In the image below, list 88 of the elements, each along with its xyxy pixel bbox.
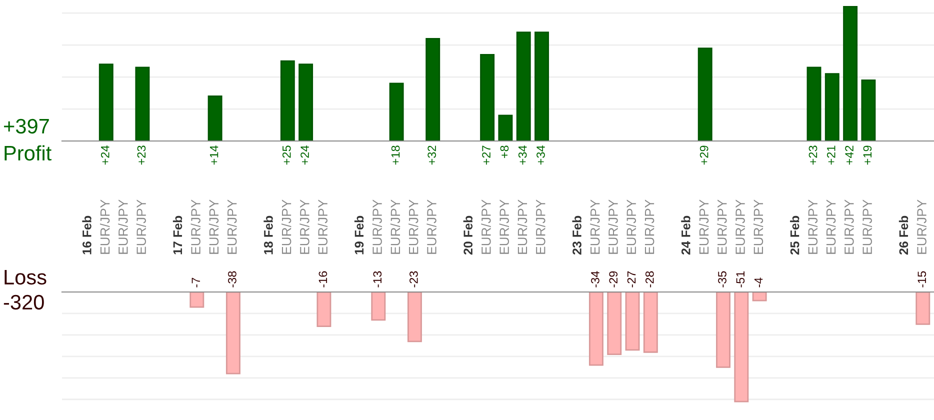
x-tick-label: EUR/JPY [536,200,546,254]
x-tick-label: EUR/JPY [916,200,926,254]
text: -320 [4,294,44,310]
x-tick-label: 17 Feb [172,216,182,254]
x-tick-label: EUR/JPY [735,200,745,254]
bar [298,64,314,141]
bar [389,82,404,141]
data-label: +25 [282,146,291,165]
text: Loss [4,270,46,285]
x-tick-label: EUR/JPY [390,200,400,254]
x-tick-label: EUR/JPY [282,200,292,254]
data-label: -15 [918,271,926,288]
data-label: -29 [609,271,618,288]
bar [806,66,822,141]
data-label: +42 [845,146,854,165]
x-tick-label: EUR/JPY [826,200,836,254]
bar [480,54,495,141]
x-tick-label: EUR/JPY [190,200,200,254]
x-tick-label: EUR/JPY [208,200,219,254]
data-label: +24 [300,146,309,165]
data-label: -16 [318,271,328,288]
bar [135,66,150,141]
x-tick-label: EUR/JPY [608,200,618,254]
bar [280,60,295,141]
data-label: -35 [718,271,726,288]
bar [516,32,531,141]
data-label: -28 [645,271,654,288]
x-tick-label: EUR/JPY [372,200,382,254]
x-tick-label: EUR/JPY [227,200,237,254]
text: Profit [4,145,52,161]
x-tick-label: EUR/JPY [426,200,436,254]
x-tick-label: EUR/JPY [517,200,528,254]
x-tick-label: EUR/JPY [499,200,509,254]
x-tick-label: EUR/JPY [300,200,310,254]
text: +397 [4,118,49,134]
x-tick-label: 19 Feb [354,216,364,254]
data-label: -23 [410,271,418,288]
data-label: +14 [210,146,218,165]
x-tick-label: 18 Feb [264,216,273,254]
data-label: +29 [700,146,708,165]
bar [824,73,840,141]
data-label: -34 [591,271,600,288]
x-tick-label: EUR/JPY [590,200,600,254]
bar [861,80,876,141]
bar [426,38,440,141]
x-tick-label: EUR/JPY [808,200,818,254]
data-label: -38 [228,271,236,288]
data-label: -4 [754,278,763,288]
x-tick-label: 20 Feb [463,216,473,255]
data-label: +8 [500,146,509,158]
x-tick-label: EUR/JPY [100,200,110,254]
x-tick-label: 24 Feb [681,216,690,255]
bar [498,114,513,141]
x-tick-label: 16 Feb [82,216,92,254]
x-tick-label: EUR/JPY [862,200,872,254]
data-label: -13 [373,271,382,288]
data-label: +23 [808,146,818,165]
data-label: +27 [482,146,490,165]
x-tick-label: 23 Feb [572,216,582,255]
data-label: +34 [536,146,545,165]
data-label: -27 [627,271,636,288]
x-tick-label: EUR/JPY [626,200,636,254]
x-tick-label: EUR/JPY [698,200,709,254]
x-tick-label: EUR/JPY [844,200,854,254]
x-tick-label: EUR/JPY [644,200,654,254]
bar [98,64,114,141]
bar [843,6,858,141]
x-tick-label: EUR/JPY [136,200,146,254]
data-label: +18 [391,146,400,165]
x-tick-label: EUR/JPY [318,200,328,254]
bar [698,48,712,141]
x-tick-label: EUR/JPY [717,200,727,254]
data-label: +19 [863,146,872,165]
data-label: +24 [100,146,110,165]
x-tick-label: EUR/JPY [753,200,764,254]
data-label: +21 [826,146,836,165]
x-tick-label: 25 Feb [790,216,800,255]
bar [208,96,222,141]
data-label: -7 [192,278,200,288]
x-tick-label: 26 Feb [898,216,908,255]
x-tick-label: EUR/JPY [408,200,418,254]
data-label: -51 [736,271,745,288]
data-label: +23 [137,146,146,165]
x-tick-label: EUR/JPY [118,200,128,254]
data-label: +34 [518,146,527,165]
data-label: +32 [428,146,436,165]
x-tick-label: EUR/JPY [481,200,491,254]
bar [534,32,549,141]
